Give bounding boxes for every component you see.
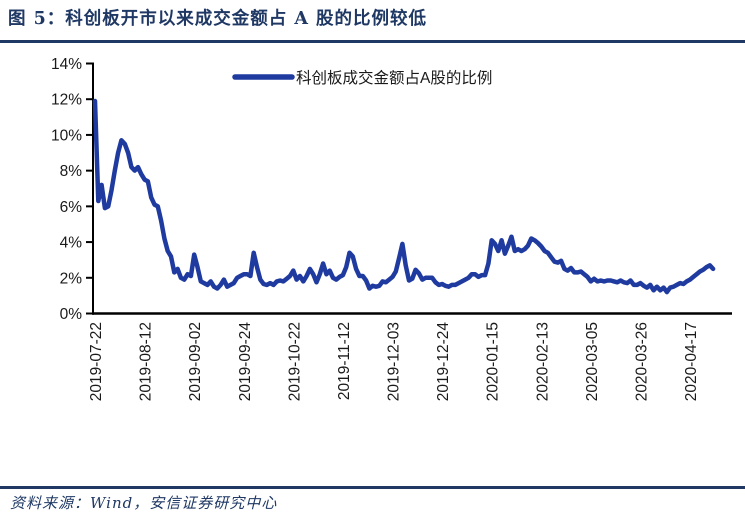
y-axis-tick-label: 12% — [51, 92, 82, 109]
line-chart: 0% 2% 4% 6% 8% 10% 12% 14% 2019-07-22 2019-08-12 2… — [51, 56, 732, 402]
x-axis-tick-label: 2019-07-22 — [88, 322, 105, 401]
x-axis-tick-label: 2019-09-24 — [237, 322, 254, 402]
x-axis-tick-label: 2019-11-12 — [336, 322, 353, 400]
footer-divider — [0, 486, 745, 489]
chart-area: 0% 2% 4% 6% 8% 10% 12% 14% 2019-07-22 2019-08-12 2… — [0, 46, 745, 466]
y-axis-tick-label: 10% — [51, 127, 82, 144]
x-axis-tick-label: 2020-03-05 — [584, 322, 601, 401]
y-axis-tick-label: 0% — [60, 306, 83, 323]
y-axis-tick-label: 6% — [60, 199, 83, 216]
x-axis-tick-label: 2020-02-13 — [534, 322, 551, 401]
legend-label: 科创板成交金额占A股的比例 — [296, 69, 492, 87]
x-axis-tick-label: 2019-12-24 — [435, 322, 452, 402]
x-axis-tick-label: 2019-09-02 — [187, 322, 204, 401]
x-axis-tick-label: 2020-01-15 — [485, 322, 502, 401]
x-axis-tick-label: 2019-10-22 — [286, 322, 303, 401]
title-divider — [0, 40, 745, 43]
x-axis-tick-label: 2019-12-03 — [386, 322, 403, 401]
y-axis-tick-label: 8% — [60, 163, 83, 180]
x-axis-tick-label: 2019-08-12 — [138, 322, 155, 401]
source-note: 资料来源：Wind，安信证券研究中心 — [10, 494, 278, 512]
y-axis-tick-label: 14% — [51, 56, 82, 73]
y-axis-tick-label: 4% — [60, 235, 83, 252]
figure-title: 图 5：科创板开市以来成交金额占 A 股的比例较低 — [8, 9, 428, 29]
x-axis-tick-label: 2020-03-26 — [633, 322, 650, 401]
series-line — [92, 98, 716, 295]
x-axis-tick-label: 2020-04-17 — [683, 322, 700, 401]
y-axis-tick-label: 2% — [60, 270, 83, 287]
